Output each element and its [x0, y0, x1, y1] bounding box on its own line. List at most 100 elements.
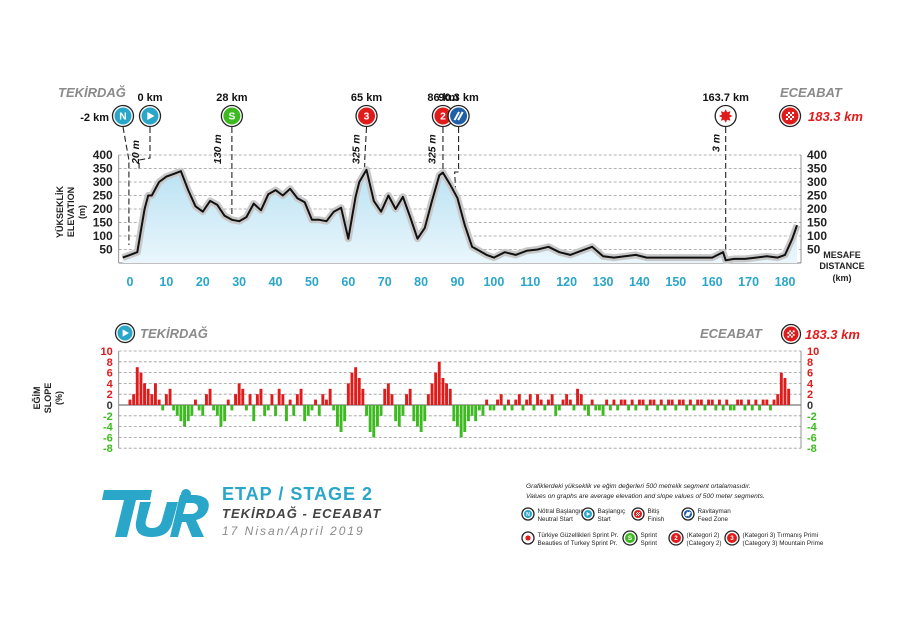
- slope-bar: [670, 399, 674, 405]
- neutral-start-icon: N: [111, 104, 135, 128]
- category-3-icon: 3: [355, 104, 378, 128]
- legend-start-icon: [581, 507, 595, 521]
- slope-bar: [412, 405, 416, 422]
- slope-ylabel-en: SLOPE: [43, 383, 53, 414]
- slope-bar: [576, 388, 579, 405]
- distance-x-tick: 60: [341, 275, 355, 289]
- slope-bar: [419, 405, 423, 432]
- slope-bar: [357, 378, 361, 405]
- legend-label: Türkiye Güzellikleri Sprint Pr.: [538, 532, 619, 539]
- slope-y-tick-left: -2: [103, 411, 113, 423]
- distance-x-tick: 50: [305, 275, 319, 289]
- legend-label: (Kategori 3) Tırmanış Primi: [743, 532, 818, 539]
- slope-bar: [423, 405, 427, 422]
- slope-bar: [539, 399, 543, 405]
- slope-bar: [164, 394, 168, 405]
- slope-bar: [507, 399, 510, 405]
- slope-bar: [299, 388, 303, 405]
- slope-bar: [401, 405, 405, 416]
- legend-neutral-start-icon: N: [521, 507, 535, 521]
- slope-y-tick-right: 10: [807, 346, 819, 358]
- elevation-y-tick-left: 100: [93, 229, 113, 243]
- slope-bar: [350, 372, 354, 405]
- category-3-leader-line: [364, 126, 368, 168]
- slope-bar: [729, 405, 732, 411]
- slope-bar: [397, 405, 401, 427]
- distance-x-tick: 140: [629, 275, 650, 289]
- start-town-label: TEKİRDAĞ: [58, 85, 126, 100]
- slope-bar: [390, 394, 394, 405]
- slope-bar: [736, 399, 740, 405]
- distance-x-tick: 130: [593, 275, 614, 289]
- distance-x-tick: 70: [378, 275, 392, 289]
- slope-bar: [386, 383, 390, 405]
- slope-y-tick-right: -4: [807, 422, 818, 434]
- legend-category-2-icon: 2: [668, 530, 684, 546]
- slope-bar: [157, 399, 161, 405]
- finish-icon: [778, 104, 802, 128]
- slope-bar: [208, 388, 212, 405]
- elevation-y-tick-right: 350: [807, 162, 827, 176]
- slope-bar: [772, 399, 776, 405]
- slope-bar: [619, 399, 623, 405]
- slope-bar: [488, 405, 492, 411]
- slope-bar: [306, 405, 310, 416]
- slope-bar: [685, 405, 689, 411]
- distance-x-tick: 80: [414, 275, 428, 289]
- category-2-icon: 2: [431, 104, 455, 128]
- slope-bar: [477, 405, 481, 411]
- legend-feed-zone-icon: [681, 507, 695, 521]
- slope-bar: [521, 405, 525, 411]
- marker-km-label: 90.3 km: [438, 92, 479, 104]
- slope-bar: [467, 405, 470, 422]
- svg-text:2: 2: [440, 112, 446, 123]
- slope-bar: [707, 399, 710, 405]
- feed-zone-icon: [447, 104, 470, 128]
- slope-bar: [459, 405, 463, 438]
- slope-bar: [365, 405, 368, 416]
- slope-bar: [721, 405, 725, 411]
- slope-bar: [583, 405, 587, 411]
- slope-bar: [510, 405, 514, 411]
- logo-rider-head: [181, 489, 191, 499]
- elevation-y-tick-left: 300: [93, 175, 113, 189]
- sprint-icon: S: [220, 104, 244, 128]
- slope-bar: [699, 399, 703, 405]
- elevation-ylabel-tr: YÜKSEKLİK: [55, 186, 65, 239]
- svg-text:S: S: [628, 535, 632, 542]
- distance-x-tick: 0: [127, 275, 134, 289]
- slope-bar: [779, 372, 783, 405]
- slope-bar: [150, 394, 154, 405]
- slope-bar: [692, 405, 696, 411]
- neutral-start-leader-line: [122, 126, 130, 245]
- slope-bar: [543, 405, 547, 411]
- slope-bar: [205, 394, 208, 405]
- legend-label: Beauties of Turkey Sprint Pr.: [538, 540, 618, 547]
- slope-bar: [765, 399, 769, 405]
- slope-bar: [641, 399, 645, 405]
- slope-bar: [598, 405, 601, 411]
- distance-x-tick: 120: [556, 275, 577, 289]
- slope-bar: [215, 405, 219, 416]
- slope-bar: [394, 405, 398, 422]
- slope-bar: [245, 405, 248, 411]
- slope-bar: [496, 399, 499, 405]
- slope-bar: [146, 388, 150, 405]
- svg-text:N: N: [119, 112, 126, 123]
- slope-bar: [514, 399, 518, 405]
- slope-bar: [339, 405, 343, 432]
- slope-y-tick-left: 6: [107, 368, 113, 380]
- distance-x-tick: 90: [451, 275, 465, 289]
- slope-y-tick-left: -6: [103, 432, 113, 444]
- slope-y-tick-right: 2: [807, 389, 813, 401]
- distance-x-tick: 110: [520, 275, 540, 289]
- distance-x-tick: 20: [196, 275, 210, 289]
- distance-x-ticks: 0 10 20 30 40 50 60 70 80 90 100 110 120 130 140 150 160…: [127, 275, 796, 289]
- altitude-labels: 20 m 130 m 325 m 325 m 3 m: [130, 134, 722, 165]
- slope-bar: [565, 394, 569, 405]
- slope-bar: [787, 388, 791, 405]
- marker-km-label: 163.7 km: [702, 92, 749, 104]
- legend-finish-icon: [631, 507, 645, 521]
